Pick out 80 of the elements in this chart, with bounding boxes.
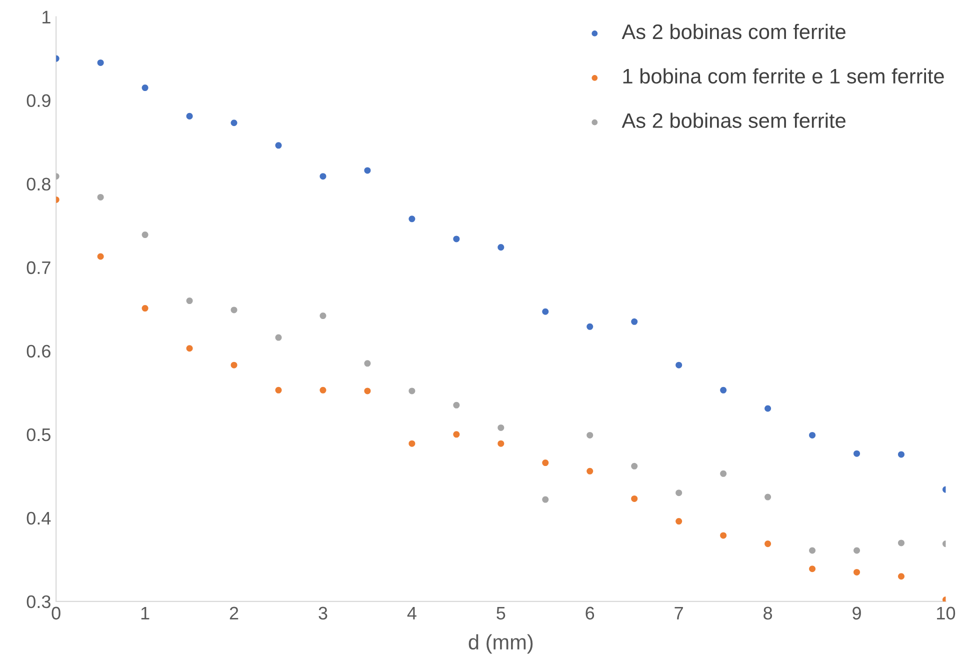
point [364, 360, 371, 367]
point [809, 432, 816, 438]
point [631, 462, 638, 470]
point [854, 450, 860, 457]
x-tick-label: 3 [318, 606, 328, 620]
x-tick-label: 0 [52, 606, 60, 620]
point [720, 470, 727, 477]
point [453, 402, 460, 408]
x-tick-label: 1 [141, 606, 150, 620]
x-tick-label: 9 [852, 606, 861, 620]
x-tick-label: 4 [407, 606, 416, 620]
point [453, 236, 460, 242]
point [97, 59, 104, 66]
y-tick-label: 0.7 [26, 261, 50, 274]
point [498, 440, 504, 447]
point [764, 494, 772, 500]
point [854, 568, 860, 576]
y-tick-label: 0.4 [26, 512, 51, 525]
point [186, 298, 193, 304]
x-tick-label: 2 [230, 606, 238, 620]
point [142, 84, 148, 92]
point [542, 496, 549, 503]
legend-label: As 2 bobinas sem ferrite [622, 112, 846, 128]
point [676, 362, 682, 368]
point [898, 540, 904, 546]
point [364, 167, 371, 174]
legend-label: As 2 bobinas com ferrite [622, 24, 846, 40]
point [586, 323, 594, 330]
x-tick-label: 5 [496, 606, 506, 620]
point [408, 440, 416, 447]
point [320, 386, 326, 394]
point [809, 547, 816, 554]
point [676, 490, 682, 496]
point [631, 318, 638, 325]
point [542, 460, 549, 466]
point [364, 388, 371, 394]
x-tick-label: 10 [937, 606, 956, 620]
y-tick-label: 1 [42, 10, 50, 24]
y-tick-label: 0.3 [26, 595, 50, 608]
point [898, 573, 904, 580]
point [542, 308, 549, 315]
point [586, 432, 594, 438]
point [275, 334, 282, 341]
point [230, 306, 238, 314]
y-tick-label: 0.9 [26, 94, 50, 108]
point [809, 566, 816, 572]
x-tick-label: 6 [586, 606, 594, 620]
point [764, 540, 772, 548]
point [186, 345, 193, 352]
point [854, 547, 860, 554]
point [142, 232, 148, 238]
point [631, 495, 638, 502]
point [720, 532, 727, 539]
point [898, 451, 904, 458]
point [275, 142, 282, 149]
point [186, 112, 193, 120]
point [275, 386, 282, 394]
point [230, 120, 238, 126]
point [408, 216, 416, 222]
y-tick-label: 0.8 [26, 178, 50, 191]
y-tick-label: 0.5 [26, 428, 50, 442]
point [320, 173, 326, 180]
point [230, 362, 238, 368]
x-axis-title: d (mm) [468, 634, 533, 654]
point [97, 194, 104, 200]
x-tick-label: 7 [674, 606, 683, 620]
point [764, 405, 772, 412]
point [453, 431, 460, 438]
point [320, 312, 326, 320]
legend-label: 1 bobina com ferrite e 1 sem ferrite [623, 68, 944, 84]
point [720, 386, 727, 394]
point [586, 468, 594, 474]
point [498, 244, 504, 251]
point [97, 253, 104, 260]
point [408, 388, 416, 394]
point [498, 424, 504, 431]
y-tick-label: 0.6 [26, 344, 50, 358]
point [142, 305, 148, 312]
x-tick-label: 8 [764, 606, 772, 620]
point [676, 518, 682, 525]
